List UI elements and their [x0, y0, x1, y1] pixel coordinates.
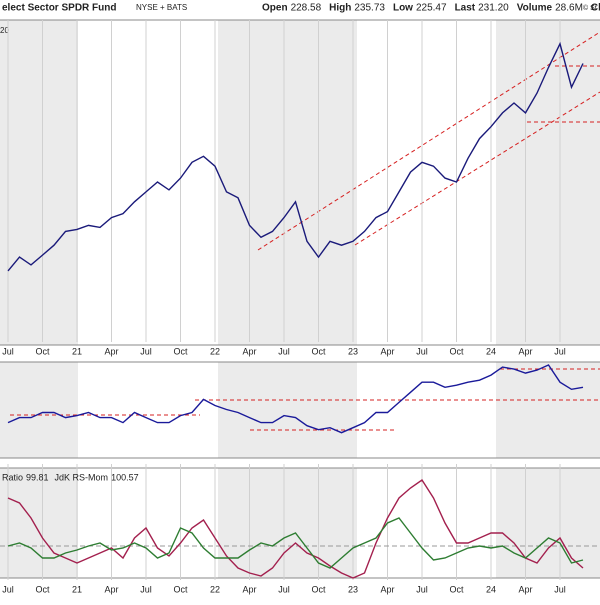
- x-tick-label: Apr: [242, 584, 256, 594]
- x-tick-label: Jul: [416, 346, 428, 356]
- quote-label: Volume: [517, 3, 553, 14]
- x-tick-label: Apr: [104, 346, 118, 356]
- series-line: [7, 517, 584, 569]
- x-tick-label: Oct: [173, 584, 188, 594]
- exchange: NYSE + BATS: [136, 3, 187, 12]
- x-tick-label: Jul: [278, 346, 290, 356]
- x-tick-label: Oct: [311, 346, 326, 356]
- x-tick-label: Jul: [2, 584, 14, 594]
- quote-label: Chg: [591, 3, 600, 14]
- x-tick-label: Apr: [104, 584, 118, 594]
- series-line: [7, 479, 584, 579]
- panel-borders: [0, 19, 600, 579]
- x-tick-label: Oct: [311, 584, 326, 594]
- quote-label: Open: [262, 3, 288, 14]
- x-tick-label: 21: [72, 584, 82, 594]
- x-tick-label: 22: [210, 584, 220, 594]
- shading: [0, 20, 600, 578]
- x-tick-label: 23: [348, 346, 358, 356]
- x-tick-label: 22: [210, 346, 220, 356]
- x-tick-label: Apr: [242, 346, 256, 356]
- x-tick-label: Jul: [2, 346, 14, 356]
- quote-label: High: [329, 3, 351, 14]
- quote-value: 228.58: [291, 3, 322, 14]
- legend-name: Ratio: [2, 472, 23, 482]
- x-tick-label: Apr: [518, 584, 532, 594]
- x-tick-label: Oct: [449, 584, 464, 594]
- x-tick-label: 24: [486, 584, 496, 594]
- series-line: [7, 364, 584, 434]
- x-tick-label: Jul: [140, 584, 152, 594]
- quote-value: 231.20: [478, 3, 509, 14]
- x-tick-label: 23: [348, 584, 358, 594]
- x-tick-label: Apr: [518, 346, 532, 356]
- x-tick-label: Jul: [140, 346, 152, 356]
- x-tick-label: Jul: [554, 346, 566, 356]
- quote-label: Low: [393, 3, 413, 14]
- x-tick-label: Jul: [278, 584, 290, 594]
- legend-value: 99.81: [26, 472, 49, 482]
- x-tick-label: Jul: [416, 584, 428, 594]
- x-tick-label: Oct: [35, 584, 50, 594]
- legend-value: 100.57: [111, 472, 139, 482]
- x-tick-label: Apr: [380, 584, 394, 594]
- quote-value: 28.6M: [555, 3, 583, 14]
- x-tick-label: 21: [72, 346, 82, 356]
- quote-label: Last: [455, 3, 476, 14]
- x-tick-label: Apr: [380, 346, 394, 356]
- copyright: © St: [583, 4, 597, 12]
- trend-lines: [10, 31, 600, 431]
- quote-value: 235.73: [354, 3, 385, 14]
- quote-value: 225.47: [416, 3, 447, 14]
- corner-date: 20: [0, 26, 9, 35]
- x-tick-label: Oct: [173, 346, 188, 356]
- title: elect Sector SPDR Fund: [2, 3, 116, 14]
- quote: Open 228.58 High 235.73 Low 225.47 Last 231.20 V…: [262, 3, 600, 14]
- legend-name: JdK RS-Mom: [55, 472, 109, 482]
- x-tick-label: 24: [486, 346, 496, 356]
- series-line: [7, 41, 584, 272]
- x-tick-label: Jul: [554, 584, 566, 594]
- x-tick-label: Oct: [35, 346, 50, 356]
- x-tick-label: Oct: [449, 346, 464, 356]
